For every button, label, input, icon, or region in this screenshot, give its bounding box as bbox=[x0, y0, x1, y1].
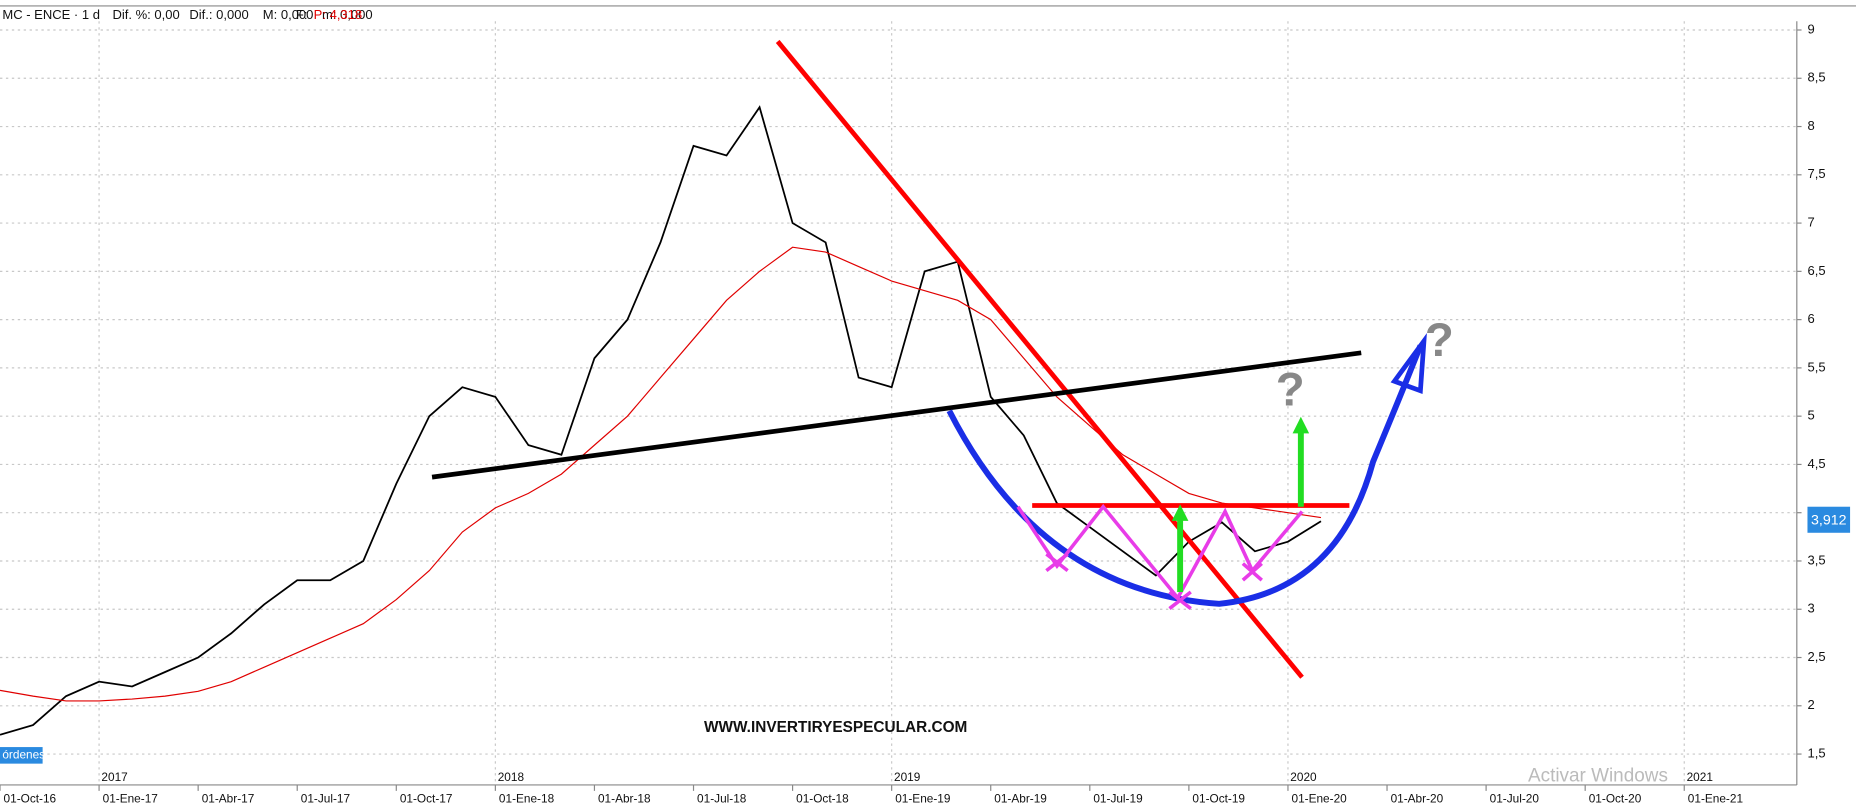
series-line bbox=[0, 105, 1322, 736]
x-tick-label: 01-Abr-18 bbox=[598, 791, 651, 805]
pivot-marks bbox=[1045, 552, 1263, 610]
os-notice: Activar Windows bbox=[1528, 766, 1668, 787]
downtrend-line bbox=[775, 39, 1304, 679]
y-tick-label: 2,5 bbox=[1807, 649, 1825, 664]
arrowhead bbox=[1171, 504, 1189, 521]
y-tick-label: 7,5 bbox=[1807, 166, 1825, 181]
question-mark: ? bbox=[1276, 364, 1305, 417]
orders-button-label[interactable]: órdenes bbox=[2, 747, 45, 761]
x-tick-label: 01-Oct-16 bbox=[4, 791, 57, 805]
question-mark: ? bbox=[1425, 314, 1454, 367]
y-tick-label: 3 bbox=[1807, 601, 1814, 616]
x-tick-label: 01-Ene-20 bbox=[1292, 791, 1348, 805]
y-tick-label: 5 bbox=[1807, 408, 1814, 423]
x-tick-label: 01-Oct-20 bbox=[1589, 791, 1642, 805]
x-tick-label: 01-Abr-20 bbox=[1391, 791, 1444, 805]
y-tick-label: 6 bbox=[1807, 311, 1814, 326]
y-tick-label: 5,5 bbox=[1807, 359, 1825, 374]
last-price-label: 3,912 bbox=[1811, 513, 1847, 529]
orders-button[interactable] bbox=[0, 747, 43, 764]
y-tick-label: 9 bbox=[1807, 21, 1814, 36]
header-field: Dif.: 0,000 bbox=[189, 7, 248, 22]
y-tick-label: 3,5 bbox=[1807, 552, 1825, 567]
x-tick-label: 01-Oct-17 bbox=[400, 791, 453, 805]
header-field: F: bbox=[296, 7, 308, 22]
year-label: 2020 bbox=[1290, 770, 1317, 784]
year-label: 2018 bbox=[498, 770, 525, 784]
y-tick-label: 1,5 bbox=[1807, 745, 1825, 760]
y-tick-label: 4,5 bbox=[1807, 456, 1825, 471]
support-line bbox=[431, 350, 1362, 480]
header-field: M: 0,000 bbox=[263, 7, 314, 22]
x-tick-label: 01-Ene-17 bbox=[103, 791, 158, 805]
x-tick-label: 01-Oct-19 bbox=[1192, 791, 1245, 805]
arrowhead bbox=[1292, 416, 1310, 434]
x-tick-label: 01-Ene-21 bbox=[1688, 791, 1743, 805]
y-tick-label: 6,5 bbox=[1807, 263, 1825, 278]
x-tick-label: 01-Ene-19 bbox=[895, 791, 951, 805]
header-symbol: MC - ENCE · 1 d bbox=[2, 7, 100, 22]
x-tick-label: 01-Jul-19 bbox=[1093, 791, 1143, 805]
y-tick-label: 7 bbox=[1807, 215, 1814, 230]
rounding-curve bbox=[946, 344, 1424, 607]
curve-arrowhead bbox=[1390, 332, 1427, 394]
year-label: 2021 bbox=[1687, 770, 1713, 784]
y-tick-label: 2 bbox=[1807, 697, 1814, 712]
y-tick-label: 8 bbox=[1807, 118, 1814, 133]
x-tick-label: 01-Abr-17 bbox=[202, 791, 255, 805]
grid: 1,522,533,544,555,566,577,588,5901-Oct-1… bbox=[0, 21, 1826, 805]
year-label: 2017 bbox=[101, 770, 127, 784]
header-field: m: 0,000 bbox=[322, 7, 373, 22]
x-tick-label: 01-Jul-17 bbox=[301, 791, 350, 805]
watermark: WWW.INVERTIRYESPECULAR.COM bbox=[704, 719, 967, 736]
x-tick-label: 01-Jul-20 bbox=[1490, 791, 1540, 805]
last-price-box bbox=[1807, 506, 1851, 533]
x-tick-label: 01-Oct-18 bbox=[796, 791, 849, 805]
header-price: P: 4,318 bbox=[314, 7, 362, 22]
y-tick-label: 8,5 bbox=[1807, 70, 1825, 85]
x-tick-label: 01-Ene-18 bbox=[499, 791, 555, 805]
header-field: Dif. %: 0,00 bbox=[112, 7, 179, 22]
x-tick-label: 01-Jul-18 bbox=[697, 791, 747, 805]
year-label: 2019 bbox=[894, 770, 921, 784]
x-tick-label: 01-Abr-19 bbox=[994, 791, 1047, 805]
